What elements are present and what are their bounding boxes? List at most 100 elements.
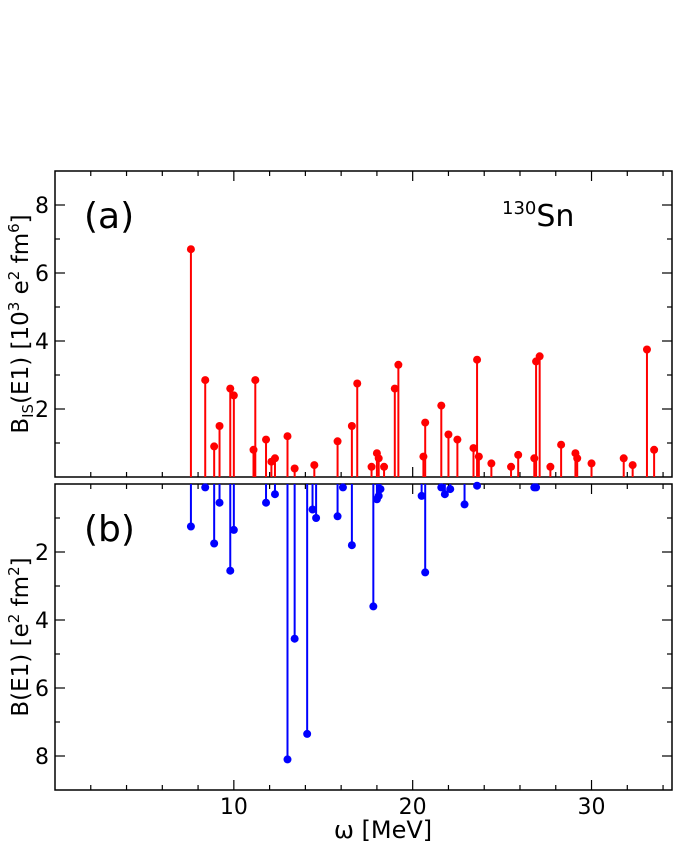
stem-point-a	[249, 445, 258, 454]
x-tick-label: 10	[220, 795, 248, 820]
stem-point-a	[380, 462, 389, 471]
stem-point-a	[444, 430, 453, 439]
stem-point-a	[642, 345, 651, 354]
stem-point-b	[532, 483, 541, 492]
stem-point-a	[226, 384, 235, 393]
stem-point-a	[394, 360, 403, 369]
panel-a-frame	[54, 170, 673, 478]
stem-point-b	[417, 491, 426, 500]
stem-point-a	[201, 376, 210, 385]
stem-point-b	[437, 483, 446, 492]
stem-point-a	[514, 450, 523, 459]
stem-point-a	[419, 452, 428, 461]
y-tick-label-b: 6	[35, 677, 49, 702]
stem-point-a	[557, 440, 566, 449]
stem-point-a	[251, 376, 260, 385]
stem-point-a	[229, 391, 238, 400]
stem-point-a	[333, 437, 342, 446]
stem-point-b	[421, 568, 430, 577]
stem-point-a	[421, 418, 430, 427]
ylabel-b-pre: B(E1) [e	[8, 623, 34, 716]
ylabel-a-sup2: 2	[5, 271, 23, 281]
y-tick-label-a: 4	[35, 330, 49, 355]
panel-b-frame	[54, 483, 673, 791]
ylabel-a-sub: IS	[19, 404, 37, 418]
stem-point-a	[353, 379, 362, 388]
stem-point-a	[587, 459, 596, 468]
stem-point-a	[473, 355, 482, 364]
stem-point-a	[310, 461, 319, 470]
y-tick-label-b: 4	[35, 609, 49, 634]
stem-point-a	[469, 444, 478, 453]
stem-point-a	[530, 454, 539, 463]
y-tick-label-b: 8	[35, 745, 49, 770]
stem-point-a	[390, 384, 399, 393]
stem-point-b	[308, 505, 317, 514]
x-axis-label: ω [MeV]	[334, 816, 432, 844]
stem-point-a	[546, 462, 555, 471]
stem-point-b	[226, 566, 235, 575]
stem-point-a	[262, 435, 271, 444]
stem-point-b	[460, 500, 469, 509]
stem-point-a	[474, 452, 483, 461]
stem-point-a	[453, 435, 462, 444]
ylabel-a-end: ]	[8, 214, 34, 223]
stem-point-a	[283, 432, 292, 441]
stem-point-a	[507, 462, 516, 471]
stem-point-b	[270, 490, 279, 499]
stem-point-b	[303, 729, 312, 738]
stem-point-b	[210, 539, 219, 548]
stem-point-b	[440, 490, 449, 499]
stem-point-a	[374, 454, 383, 463]
ylabel-b-end: ]	[8, 557, 34, 566]
stem-point-a	[210, 442, 219, 451]
stem-point-b	[186, 522, 195, 531]
ylabel-a-sup3: 6	[5, 223, 23, 233]
ylabel-a-mid: (E1) [10	[8, 311, 34, 404]
stem-point-b	[446, 485, 455, 494]
stem-point-a	[619, 454, 628, 463]
ylabel-a-mid3: fm	[8, 233, 34, 271]
stem-point-a	[628, 461, 637, 470]
stem-point-a	[437, 401, 446, 410]
ylabel-b-mid: fm	[8, 576, 34, 614]
stem-point-b	[201, 483, 210, 492]
stem-point-b	[376, 485, 385, 494]
panel-a-ylabel: BIS(E1) [103 e2 fm6]	[5, 214, 37, 433]
stem-point-b	[283, 755, 292, 764]
chart-marks: 2 4 6 8 2 4 6 8 10 20 30	[35, 171, 672, 820]
stem-point-a	[270, 454, 279, 463]
stem-point-a	[650, 445, 659, 454]
stem-point-b	[290, 634, 299, 643]
stem-point-a	[535, 352, 544, 361]
ylabel-a-b: B	[8, 418, 34, 434]
nucleus-element: Sn	[536, 199, 574, 234]
ylabel-a-mid2: e	[8, 280, 34, 301]
nucleus-mass-number: 130	[502, 198, 536, 219]
stem-point-a	[487, 459, 496, 468]
nucleus-annotation: 130Sn	[502, 198, 574, 234]
x-tick-label: 30	[578, 795, 606, 820]
panel-a-label: (a)	[84, 196, 134, 237]
y-tick-label-a: 2	[35, 398, 49, 423]
stem-point-a	[215, 422, 224, 430]
y-tick-label-b: 2	[35, 541, 49, 566]
stem-point-a	[367, 462, 376, 471]
stem-point-b	[229, 525, 238, 534]
stem-point-a	[290, 464, 299, 473]
panel-b-ylabel: B(E1) [e2 fm2]	[5, 557, 34, 716]
stem-point-a	[573, 454, 582, 463]
stem-point-b	[338, 483, 347, 492]
stem-point-b	[369, 602, 378, 611]
stem-point-a	[347, 422, 356, 430]
stem-point-b	[312, 514, 321, 522]
stem-point-a	[186, 245, 195, 254]
x-tick-label: 20	[399, 795, 427, 820]
stem-point-b	[374, 491, 383, 500]
stem-point-b	[473, 481, 482, 490]
stem-point-b	[347, 541, 356, 550]
panel-b-label: (b)	[84, 509, 135, 550]
ylabel-b-sup1: 2	[5, 614, 23, 624]
stem-point-b	[215, 498, 224, 507]
